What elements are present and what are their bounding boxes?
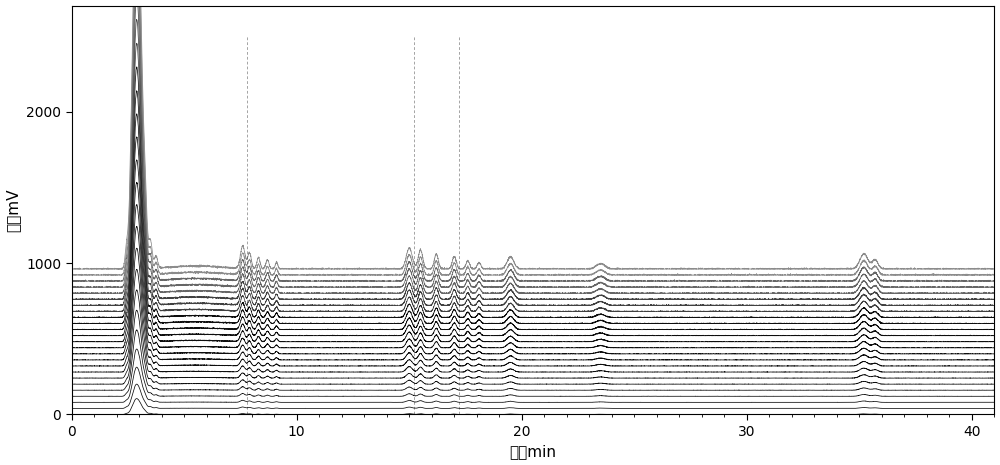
X-axis label: 时间min: 时间min bbox=[510, 445, 557, 459]
Y-axis label: 信号mV: 信号mV bbox=[6, 188, 21, 232]
